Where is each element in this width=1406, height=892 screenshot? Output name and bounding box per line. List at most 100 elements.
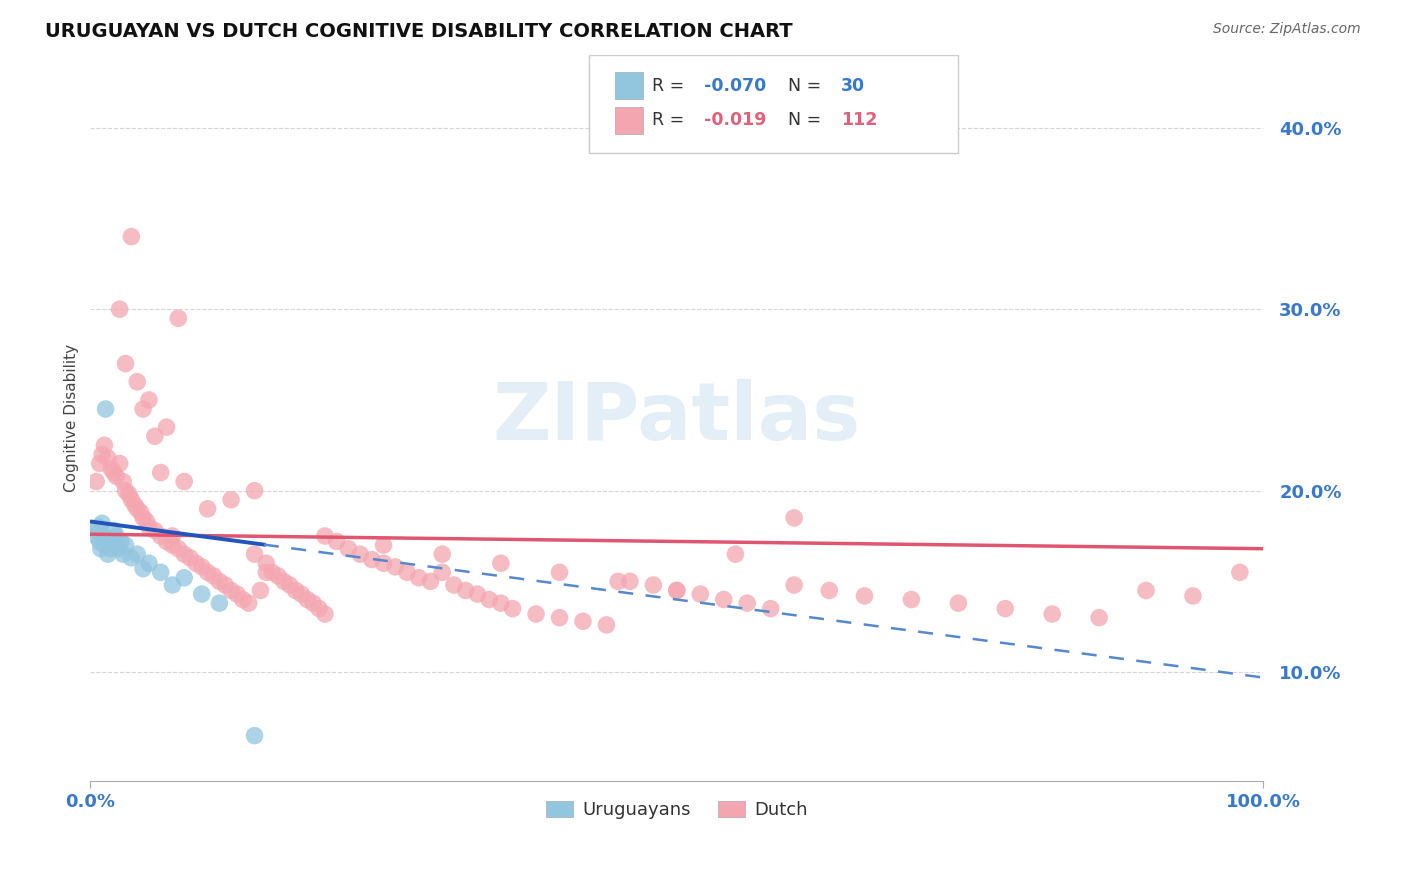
Point xyxy=(243,547,266,561)
Point xyxy=(89,457,111,471)
Point xyxy=(179,550,201,565)
Point xyxy=(735,596,758,610)
Point xyxy=(105,469,128,483)
Point xyxy=(254,556,277,570)
Point xyxy=(432,547,454,561)
Point xyxy=(96,533,118,547)
Point xyxy=(467,587,489,601)
Point xyxy=(1040,607,1063,621)
Point xyxy=(100,462,122,476)
Point xyxy=(783,511,806,525)
Point xyxy=(173,475,195,489)
Point xyxy=(162,529,184,543)
Point xyxy=(97,547,120,561)
Text: 30: 30 xyxy=(841,77,865,95)
Point xyxy=(489,556,512,570)
Point xyxy=(90,541,112,556)
Point xyxy=(108,302,131,317)
Point xyxy=(202,569,225,583)
Point xyxy=(138,556,160,570)
Point xyxy=(143,429,166,443)
Point xyxy=(219,492,242,507)
Point xyxy=(243,729,266,743)
Point xyxy=(360,552,382,566)
Point xyxy=(97,450,120,465)
Point xyxy=(84,475,107,489)
Point xyxy=(308,601,330,615)
Point xyxy=(84,529,107,543)
Point xyxy=(173,571,195,585)
Point xyxy=(432,566,454,580)
Point xyxy=(818,583,841,598)
Point xyxy=(98,541,121,556)
Point xyxy=(135,515,157,529)
Text: 112: 112 xyxy=(841,112,877,129)
Point xyxy=(114,357,136,371)
Point xyxy=(132,511,155,525)
Point xyxy=(120,229,142,244)
Point xyxy=(167,311,190,326)
Point xyxy=(314,607,336,621)
Point xyxy=(132,562,155,576)
Point xyxy=(208,574,231,589)
Point xyxy=(114,483,136,498)
Point xyxy=(713,592,735,607)
Point xyxy=(93,438,115,452)
Point xyxy=(337,541,360,556)
Point xyxy=(373,556,395,570)
Point xyxy=(478,592,501,607)
Point xyxy=(314,529,336,543)
Point xyxy=(87,520,110,534)
Point xyxy=(1088,610,1111,624)
Point xyxy=(548,566,571,580)
Point xyxy=(162,578,184,592)
Point xyxy=(208,596,231,610)
Point xyxy=(219,583,242,598)
Point xyxy=(238,596,260,610)
Point xyxy=(232,592,254,607)
Point xyxy=(290,587,312,601)
Point xyxy=(1181,589,1204,603)
FancyBboxPatch shape xyxy=(589,55,959,153)
Point xyxy=(100,536,122,550)
Point xyxy=(197,566,219,580)
Point xyxy=(454,583,477,598)
Point xyxy=(214,578,236,592)
Text: R =: R = xyxy=(652,77,690,95)
Point xyxy=(120,550,142,565)
Legend: Uruguayans, Dutch: Uruguayans, Dutch xyxy=(538,794,814,826)
Point xyxy=(759,601,782,615)
Point xyxy=(138,520,160,534)
Point xyxy=(254,566,277,580)
Point xyxy=(619,574,641,589)
Y-axis label: Cognitive Disability: Cognitive Disability xyxy=(65,344,79,492)
Point xyxy=(643,578,665,592)
Point xyxy=(129,505,152,519)
Point xyxy=(994,601,1017,615)
Point xyxy=(89,534,111,549)
Point xyxy=(548,610,571,624)
Point xyxy=(91,529,114,543)
Point xyxy=(284,583,307,598)
Point xyxy=(783,578,806,592)
Point xyxy=(143,524,166,538)
FancyBboxPatch shape xyxy=(614,107,643,135)
Point xyxy=(267,569,290,583)
Point xyxy=(190,560,212,574)
Point xyxy=(103,466,125,480)
Point xyxy=(149,529,172,543)
Point xyxy=(595,618,617,632)
Text: ZIPatlas: ZIPatlas xyxy=(492,379,860,457)
Point xyxy=(443,578,465,592)
Text: N =: N = xyxy=(789,77,827,95)
Point xyxy=(665,583,688,598)
Point xyxy=(110,534,132,549)
Point xyxy=(149,566,172,580)
Text: URUGUAYAN VS DUTCH COGNITIVE DISABILITY CORRELATION CHART: URUGUAYAN VS DUTCH COGNITIVE DISABILITY … xyxy=(45,22,793,41)
Point xyxy=(249,583,271,598)
Point xyxy=(184,556,207,570)
Point xyxy=(197,501,219,516)
Point xyxy=(127,501,149,516)
Point xyxy=(1135,583,1157,598)
Point xyxy=(155,534,177,549)
